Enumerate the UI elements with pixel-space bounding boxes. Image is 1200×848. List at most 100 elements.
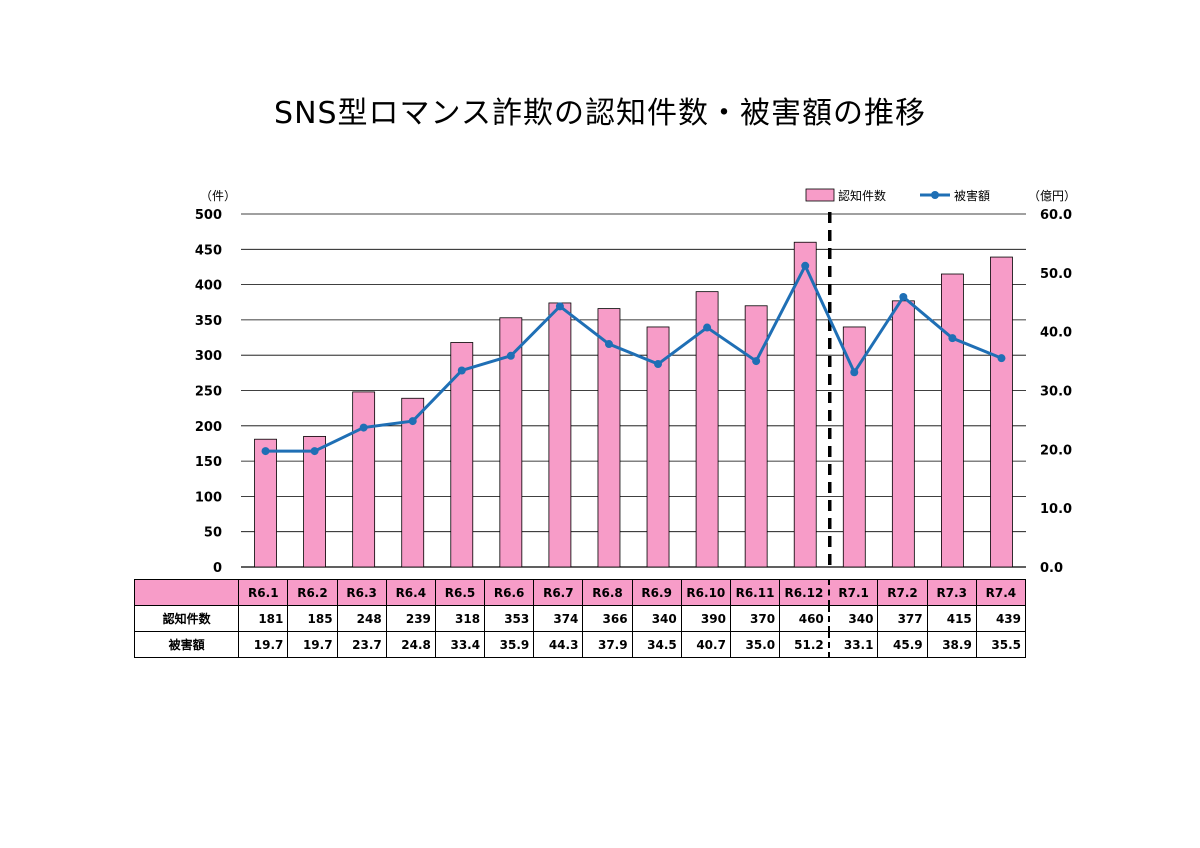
bar <box>941 273 964 568</box>
left-tick-label: 0 <box>213 561 222 576</box>
table-cell: 40.7 <box>680 631 731 658</box>
table-cell: 374 <box>533 605 584 632</box>
line-point <box>457 366 466 375</box>
bar-series <box>254 241 1013 568</box>
table-cell: 51.2 <box>779 631 830 658</box>
left-tick-label: 400 <box>195 279 222 294</box>
table-cell: 33.4 <box>434 631 486 658</box>
right-tick-label: 10.0 <box>1040 502 1072 517</box>
right-tick-label: 0.0 <box>1040 561 1063 576</box>
category-label: R6.11 <box>729 579 781 606</box>
bar <box>303 435 326 568</box>
table-cell: 38.9 <box>926 631 977 658</box>
category-label: R6.7 <box>533 579 584 606</box>
table-cell: 185 <box>287 605 338 632</box>
line-point <box>310 447 319 456</box>
table-cell: 35.9 <box>484 631 535 658</box>
table-cell: 340 <box>631 605 682 632</box>
right-tick-label: 60.0 <box>1040 208 1072 223</box>
table-cell: 33.1 <box>827 631 879 658</box>
table-row: 認知件数 181 185 248 239 318 353 374 366 340 390 370 460… <box>133 605 1027 632</box>
table-cell: 45.9 <box>877 631 928 658</box>
table-row-label: 被害額 <box>133 631 240 658</box>
right-tick-label: 30.0 <box>1040 385 1072 400</box>
axes: 0 50 100 150 200 250 300 350 400 450 500 0.0 10.0 20.… <box>195 189 1076 576</box>
table-cell: 353 <box>484 605 535 632</box>
table-cell: 35.5 <box>975 631 1027 658</box>
table-cell: 318 <box>434 605 486 632</box>
line-point <box>801 261 810 270</box>
left-axis-unit: （件） <box>200 189 236 203</box>
left-tick-label: 200 <box>195 420 222 435</box>
right-tick-label: 50.0 <box>1040 267 1072 282</box>
table-cell: 19.7 <box>238 631 289 658</box>
category-label: R6.12 <box>779 579 830 606</box>
category-label: R6.9 <box>631 579 682 606</box>
left-tick-label: 150 <box>195 455 222 470</box>
series-line <box>265 262 1003 453</box>
category-label: R6.3 <box>336 579 387 606</box>
category-label: R6.10 <box>680 579 731 606</box>
legend-bar-label: 認知件数 <box>838 188 886 203</box>
line-point <box>752 357 761 366</box>
bar <box>352 391 376 568</box>
category-label: R7.2 <box>877 579 928 606</box>
table-cell: 181 <box>238 605 289 632</box>
left-tick-label: 100 <box>195 490 222 505</box>
bar <box>793 241 817 568</box>
line-point <box>408 417 417 426</box>
table-cell: 415 <box>926 605 977 632</box>
line-point <box>654 360 663 369</box>
table-cell: 23.7 <box>336 631 387 658</box>
table-cell: 370 <box>729 605 781 632</box>
table-cell: 35.0 <box>729 631 781 658</box>
bar <box>499 317 523 568</box>
line-point <box>703 323 712 332</box>
category-label: R6.5 <box>434 579 486 606</box>
table-header-row: R6.1 R6.2 R6.3 R6.4 R6.5 R6.6 R6.7 R6.8 R6.9 R6.1… <box>133 579 1027 606</box>
table-cell: 44.3 <box>533 631 584 658</box>
right-axis-unit: （億円） <box>1028 189 1076 203</box>
table-cell: 366 <box>582 605 633 632</box>
legend: 認知件数 被害額 <box>805 188 990 203</box>
bar <box>842 326 866 568</box>
left-tick-label: 300 <box>195 349 222 364</box>
table-cell: 439 <box>975 605 1027 632</box>
line-series <box>261 261 1006 456</box>
bar <box>597 308 621 568</box>
data-table: R6.1 R6.2 R6.3 R6.4 R6.5 R6.6 R6.7 R6.8 R6.9 R6.1… <box>133 579 1027 658</box>
bar <box>695 291 719 568</box>
line-point <box>604 340 613 349</box>
bar <box>646 326 670 568</box>
category-label: R6.6 <box>484 579 535 606</box>
table-cell: 24.8 <box>385 631 436 658</box>
line-point <box>899 292 908 301</box>
category-label: R7.4 <box>975 579 1027 606</box>
category-label: R6.8 <box>582 579 633 606</box>
left-tick-label: 450 <box>195 243 222 258</box>
category-label: R7.3 <box>926 579 977 606</box>
category-label: R7.1 <box>827 579 879 606</box>
table-row: 被害額 19.7 19.7 23.7 24.8 33.4 35.9 44.3 37.9 34.5 4… <box>133 631 1027 658</box>
right-tick-label: 40.0 <box>1040 326 1072 341</box>
table-cell: 239 <box>385 605 436 632</box>
line-point <box>850 368 859 377</box>
bar <box>450 342 474 568</box>
legend-bar-swatch <box>805 188 835 202</box>
line-point <box>359 423 368 432</box>
line-point <box>948 334 957 343</box>
legend-line-label: 被害額 <box>954 188 990 203</box>
left-tick-label: 350 <box>195 314 222 329</box>
line-point <box>261 447 270 456</box>
table-cell: 34.5 <box>631 631 682 658</box>
legend-line-marker <box>931 191 939 199</box>
table-cell: 340 <box>827 605 879 632</box>
category-label: R6.1 <box>238 579 289 606</box>
table-cell: 19.7 <box>287 631 338 658</box>
table-cell: 377 <box>877 605 928 632</box>
table-cell: 37.9 <box>582 631 633 658</box>
line-point <box>555 302 564 311</box>
line-point <box>997 354 1006 363</box>
category-label: R6.4 <box>385 579 436 606</box>
